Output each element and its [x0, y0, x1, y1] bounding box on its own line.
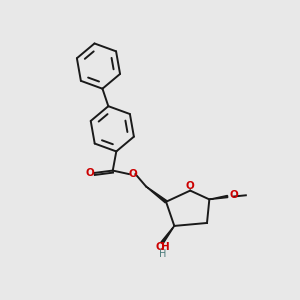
Text: O: O: [85, 168, 94, 178]
Text: O: O: [155, 242, 164, 252]
Text: O: O: [229, 190, 238, 200]
Text: O: O: [186, 181, 195, 191]
Text: H: H: [161, 242, 170, 252]
Polygon shape: [161, 226, 174, 244]
Text: O: O: [129, 169, 137, 178]
Polygon shape: [146, 186, 167, 203]
Text: H: H: [159, 249, 166, 259]
Polygon shape: [209, 196, 228, 200]
